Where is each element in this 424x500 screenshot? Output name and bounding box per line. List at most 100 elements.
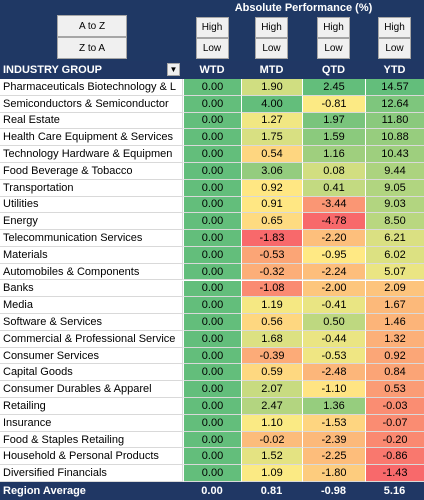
column-header: WTD (183, 61, 241, 79)
value-cell: -0.53 (241, 246, 302, 264)
value-cell: 0.54 (241, 146, 302, 163)
value-cell: 1.10 (241, 414, 302, 432)
value-cell: 11.80 (365, 112, 424, 130)
industry-name: Technology Hardware & Equipmen (0, 146, 183, 163)
industry-name: Media (0, 297, 183, 315)
value-cell: -2.24 (302, 263, 365, 281)
value-cell: 0.00 (183, 280, 241, 298)
rank-button[interactable]: Low (378, 38, 411, 59)
value-cell: 0.84 (365, 364, 424, 382)
value-cell: 0.65 (241, 213, 302, 231)
value-cell: -1.08 (241, 280, 302, 298)
value-cell: 0.00 (183, 431, 241, 449)
value-cell: 10.88 (365, 129, 424, 147)
column-header: YTD (365, 61, 424, 79)
value-cell: 1.90 (241, 79, 302, 96)
value-cell: -0.20 (365, 431, 424, 449)
value-cell: -3.44 (302, 196, 365, 214)
industry-name: Real Estate (0, 112, 183, 130)
industry-name: Semiconductors & Semiconductor (0, 95, 183, 113)
value-cell: 8.50 (365, 213, 424, 231)
value-cell: 1.27 (241, 112, 302, 130)
value-cell: 0.00 (183, 95, 241, 113)
value-cell: -1.43 (365, 465, 424, 482)
industry-name: Transportation (0, 179, 183, 197)
sort-button[interactable]: A to Z (57, 15, 127, 37)
footer-cell: -0.98 (302, 482, 365, 500)
value-cell: 0.00 (183, 297, 241, 315)
value-cell: 1.68 (241, 330, 302, 348)
industry-name: Consumer Durables & Apparel (0, 381, 183, 399)
value-cell: 0.00 (183, 112, 241, 130)
value-cell: 0.00 (183, 179, 241, 197)
value-cell: 0.00 (183, 448, 241, 466)
value-cell: 0.00 (183, 381, 241, 399)
value-cell: -0.39 (241, 347, 302, 365)
value-cell: 3.06 (241, 162, 302, 180)
rank-button[interactable]: High (255, 17, 288, 38)
value-cell: 0.00 (183, 330, 241, 348)
value-cell: 0.92 (365, 347, 424, 365)
industry-name: Software & Services (0, 314, 183, 331)
value-cell: 12.64 (365, 95, 424, 113)
value-cell: -1.53 (302, 414, 365, 432)
value-cell: 14.57 (365, 79, 424, 96)
value-cell: 0.41 (302, 179, 365, 197)
industry-name: Banks (0, 280, 183, 298)
value-cell: -0.81 (302, 95, 365, 113)
rank-button[interactable]: Low (317, 38, 350, 59)
industry-name: Retailing (0, 398, 183, 415)
value-cell: 2.47 (241, 398, 302, 415)
industry-name: Food Beverage & Tobacco (0, 162, 183, 180)
value-cell: -1.83 (241, 230, 302, 247)
sort-button[interactable]: Z to A (57, 37, 127, 59)
value-cell: -0.95 (302, 246, 365, 264)
value-cell: 0.59 (241, 364, 302, 382)
industry-name: Energy (0, 213, 183, 231)
column-header: INDUSTRY GROUP (0, 61, 183, 79)
industry-name: Automobiles & Components (0, 263, 183, 281)
industry-name: Consumer Services (0, 347, 183, 365)
value-cell: 0.91 (241, 196, 302, 214)
value-cell: -2.20 (302, 230, 365, 247)
rank-button[interactable]: Low (255, 38, 288, 59)
value-cell: 5.07 (365, 263, 424, 281)
footer-cell: 0.00 (183, 482, 241, 500)
value-cell: 1.59 (302, 129, 365, 147)
value-cell: 0.00 (183, 398, 241, 415)
value-cell: 1.16 (302, 146, 365, 163)
value-cell: 0.00 (183, 246, 241, 264)
industry-name: Diversified Financials (0, 465, 183, 482)
rank-button[interactable]: High (378, 17, 411, 38)
value-cell: 0.00 (183, 230, 241, 247)
rank-button[interactable]: High (195, 17, 229, 38)
value-cell: 0.00 (183, 364, 241, 382)
value-cell: 0.00 (183, 129, 241, 147)
filter-button[interactable]: ▼ (167, 63, 180, 76)
industry-name: Insurance (0, 414, 183, 432)
value-cell: 0.00 (183, 79, 241, 96)
rank-button[interactable]: Low (195, 38, 229, 59)
value-cell: 0.00 (183, 465, 241, 482)
value-cell: 6.02 (365, 246, 424, 264)
value-cell: -2.48 (302, 364, 365, 382)
footer-cell: 5.16 (365, 482, 424, 500)
industry-name: Capital Goods (0, 364, 183, 382)
value-cell: 0.08 (302, 162, 365, 180)
value-cell: -2.25 (302, 448, 365, 466)
footer-cell: 0.81 (241, 482, 302, 500)
value-cell: 1.75 (241, 129, 302, 147)
industry-name: Materials (0, 246, 183, 264)
value-cell: 9.03 (365, 196, 424, 214)
rank-button[interactable]: High (317, 17, 350, 38)
value-cell: -0.44 (302, 330, 365, 348)
value-cell: 0.00 (183, 213, 241, 231)
value-cell: -0.32 (241, 263, 302, 281)
header-title: Absolute Performance (%) (234, 2, 373, 14)
value-cell: 0.00 (183, 263, 241, 281)
value-cell: 2.09 (365, 280, 424, 298)
value-cell: 0.50 (302, 314, 365, 331)
column-header: QTD (302, 61, 365, 79)
value-cell: -1.10 (302, 381, 365, 399)
